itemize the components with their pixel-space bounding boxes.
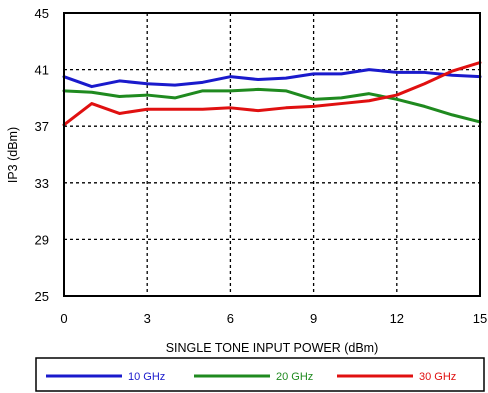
legend-label-10-ghz: 10 GHz [128, 371, 165, 383]
x-tick-label: 15 [473, 311, 487, 326]
series-line-20-ghz [62, 87, 482, 124]
plot-frame [63, 12, 481, 297]
y-tick-label: 29 [35, 232, 49, 247]
x-tick-label: 9 [310, 311, 317, 326]
y-tick-label: 37 [35, 119, 49, 134]
series-lines [62, 61, 482, 127]
x-tick-label: 6 [227, 311, 234, 326]
x-tick-label: 0 [60, 311, 67, 326]
series-line-30-ghz [62, 61, 482, 127]
grid-lines [64, 13, 480, 296]
y-tick-labels: 25 29 33 37 41 45 [35, 6, 49, 304]
x-tick-label: 3 [144, 311, 151, 326]
y-axis-label: IP3 (dBm) [6, 127, 20, 183]
y-tick-label: 33 [35, 176, 49, 191]
x-tick-labels: 0 3 6 9 12 15 [60, 311, 487, 326]
legend-label-30-ghz: 30 GHz [419, 371, 456, 383]
y-tick-label: 45 [35, 6, 49, 21]
y-tick-label: 25 [35, 289, 49, 304]
legend-label-20-ghz: 20 GHz [276, 371, 313, 383]
series-line-10-ghz [62, 68, 482, 89]
x-axis-label: SINGLE TONE INPUT POWER (dBm) [166, 341, 379, 355]
legend: 10 GHz 20 GHz 30 GHz [46, 371, 456, 383]
x-tick-label: 12 [390, 311, 404, 326]
y-tick-label: 41 [35, 63, 49, 78]
